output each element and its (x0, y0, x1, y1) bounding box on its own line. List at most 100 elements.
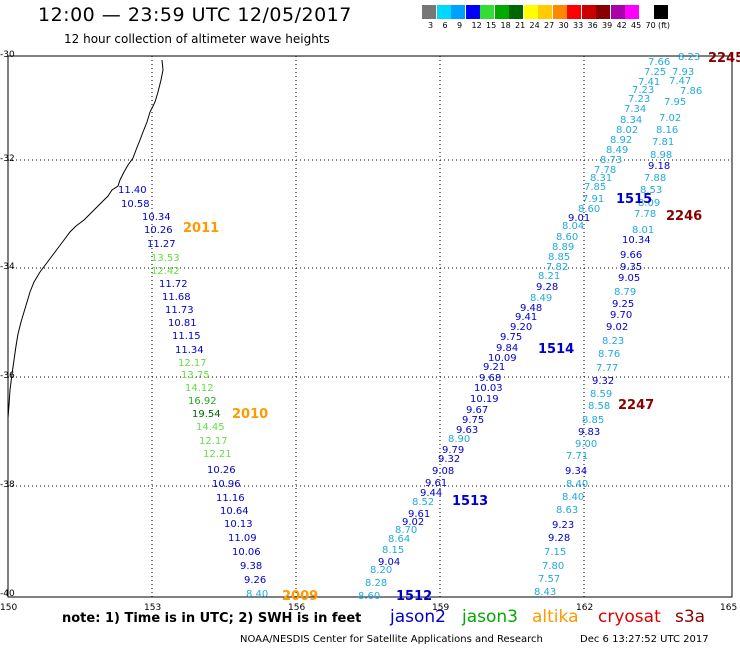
colorbar-swatch (639, 5, 654, 19)
pass-label: 1515 (616, 192, 653, 207)
pass-label: 2009 (282, 589, 319, 604)
footer-note: note: 1) Time is in UTC; 2) SWH is in fe… (62, 611, 362, 626)
wave-height-value: 7.71 (566, 451, 589, 462)
wave-height-value: 9.83 (578, 427, 601, 438)
wave-height-value: 7.41 (638, 77, 661, 88)
wave-height-value: 8.16 (656, 125, 679, 136)
pass-label: 2246 (666, 209, 703, 224)
wave-height-value: 8.64 (388, 534, 411, 545)
wave-height-value: 7.57 (538, 574, 561, 585)
pass-label: 1512 (396, 589, 433, 604)
wave-height-value: 11.72 (159, 279, 188, 290)
colorbar-label: 33 (573, 21, 584, 30)
wave-height-value: 8.89 (552, 242, 575, 253)
colorbar-label: 27 (544, 21, 555, 30)
wave-height-value: 9.23 (552, 520, 575, 531)
wave-height-value: 8.21 (538, 271, 561, 282)
wave-height-value: 8.58 (588, 401, 611, 412)
wave-height-value: 7.34 (624, 104, 647, 115)
wave-height-value: 9.02 (402, 517, 425, 528)
wave-height-value: 7.15 (544, 547, 567, 558)
wave-height-value: 9.21 (483, 362, 506, 373)
wave-height-value: 7.82 (546, 262, 569, 273)
colorbar-label: 12 (471, 21, 482, 30)
colorbar-label: 39 (602, 21, 613, 30)
wave-height-value: 7.80 (542, 561, 565, 572)
wave-height-value: 7.86 (680, 86, 703, 97)
wave-height-value: 8.60 (358, 591, 381, 602)
wave-height-value: 7.93 (672, 67, 695, 78)
colorbar-label: 6 (442, 21, 448, 30)
colorbar-swatch (596, 5, 610, 19)
colorbar-swatch (480, 5, 494, 19)
wave-height-value: 9.61 (425, 478, 448, 489)
wave-height-value: 7.77 (596, 363, 619, 374)
wave-height-value: 8.34 (620, 115, 643, 126)
wave-height-value: 10.13 (224, 519, 253, 530)
wave-height-value: 8.60 (578, 204, 601, 215)
coastline (7, 59, 164, 419)
wave-height-value: 11.68 (162, 292, 191, 303)
wave-height-value: 19.54 (192, 409, 221, 420)
colorbar-label: 9 (457, 21, 463, 30)
wave-height-value: 9.04 (378, 557, 401, 568)
wave-height-value: 8.63 (556, 505, 579, 516)
wave-height-value: 7.78 (634, 209, 657, 220)
wave-height-value: 10.34 (622, 235, 651, 246)
wave-height-value: 7.25 (644, 67, 667, 78)
colorbar-swatch (567, 5, 581, 19)
wave-height-value: 8.70 (395, 525, 418, 536)
wave-height-value: 9.63 (456, 425, 479, 436)
colorbar-swatch (625, 5, 639, 19)
wave-height-value: 7.47 (669, 76, 692, 87)
pass-label: 2011 (183, 221, 220, 236)
figure-title: 12:00 — 23:59 UTC 12/05/2017 (38, 4, 352, 26)
wave-height-value: 8.59 (590, 389, 613, 400)
wave-height-value: 10.03 (474, 383, 503, 394)
wave-height-value: 8.98 (650, 150, 673, 161)
latitude-label: -34 (0, 262, 15, 272)
wave-height-value: 10.19 (470, 394, 499, 405)
wave-height-value: 8.60 (556, 232, 579, 243)
wave-height-value: 9.28 (548, 533, 571, 544)
wave-height-value: 8.15 (382, 545, 405, 556)
colorbar-label: 15 (486, 21, 497, 30)
wave-height-value: 10.06 (232, 547, 261, 558)
colorbar-swatch (538, 5, 552, 19)
colorbar-label: 24 (529, 21, 540, 30)
wave-height-value: 14.45 (196, 422, 225, 433)
wave-height-value: 7.78 (594, 165, 617, 176)
wave-height-value: 8.73 (600, 155, 623, 166)
wave-height-value: 10.34 (142, 212, 171, 223)
wave-height-value: 9.02 (606, 322, 629, 333)
wave-height-value: 10.81 (168, 318, 197, 329)
wave-height-value: 9.05 (618, 273, 641, 284)
longitude-label: 165 (720, 603, 738, 613)
wave-height-value: 9.01 (568, 213, 591, 224)
wave-height-value: 8.23 (602, 336, 625, 347)
wave-height-value: 7.95 (664, 97, 687, 108)
wave-height-value: 9.68 (479, 373, 502, 384)
wave-height-value: 10.58 (121, 199, 150, 210)
timestamp: Dec 6 13:27:52 UTC 2017 (580, 634, 709, 645)
wave-height-value: 8.85 (582, 415, 605, 426)
wave-height-value: 9.75 (462, 415, 485, 426)
satellite-legend-item: jason2 (390, 607, 446, 627)
wave-height-value: 8.31 (590, 173, 613, 184)
wave-height-value: 8.01 (632, 225, 655, 236)
pass-label: 2245 (708, 51, 740, 66)
colorbar-swatch (581, 5, 596, 19)
colorbar-swatch (654, 5, 668, 19)
wave-height-value: 8.43 (534, 587, 557, 598)
wave-height-value: 9.32 (592, 376, 615, 387)
wave-height-value: 9.44 (420, 488, 443, 499)
wave-height-value: 9.00 (575, 439, 598, 450)
colorbar-swatch (436, 5, 451, 19)
colorbar-label: 21 (515, 21, 526, 30)
wave-height-value: 11.34 (175, 345, 204, 356)
wave-height-value: 9.66 (620, 250, 643, 261)
wave-height-value: 9.67 (466, 405, 489, 416)
wave-height-value: 11.27 (147, 239, 176, 250)
satellite-legend-item: jason3 (462, 607, 518, 627)
wave-height-value: 8.20 (370, 565, 393, 576)
